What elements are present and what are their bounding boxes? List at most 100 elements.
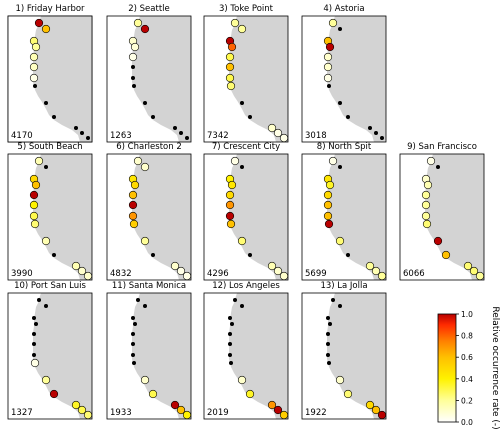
station-marker bbox=[176, 405, 186, 415]
station-marker-empty bbox=[132, 361, 136, 365]
station-marker-empty bbox=[338, 101, 342, 105]
panel-title: 4) Astoria bbox=[323, 4, 364, 14]
panel-frame bbox=[301, 292, 387, 420]
map-land bbox=[132, 16, 191, 142]
station-marker-empty bbox=[32, 353, 36, 357]
station-marker bbox=[463, 261, 473, 271]
colorbar-tick-label: 1.0 bbox=[461, 310, 473, 319]
station-marker bbox=[182, 271, 192, 281]
station-marker bbox=[423, 180, 433, 190]
station-marker-empty bbox=[74, 126, 78, 130]
station-marker bbox=[129, 219, 139, 229]
station-marker bbox=[170, 261, 180, 271]
station-marker-empty bbox=[44, 304, 48, 308]
panel-frame bbox=[203, 292, 289, 420]
station-marker bbox=[225, 73, 235, 83]
station-marker-empty bbox=[133, 322, 137, 326]
panel-title: 9) San Francisco bbox=[407, 142, 477, 152]
panel-title: 6) Charleston 2 bbox=[116, 142, 182, 152]
station-marker-empty bbox=[327, 84, 331, 88]
station-marker-empty bbox=[33, 84, 37, 88]
station-marker bbox=[377, 271, 387, 281]
station-marker-empty bbox=[37, 298, 41, 302]
station-marker bbox=[323, 52, 333, 62]
station-marker bbox=[29, 52, 39, 62]
panel-title: 11) Santa Monica bbox=[112, 281, 186, 291]
station-marker-empty bbox=[132, 84, 136, 88]
station-marker bbox=[226, 219, 236, 229]
station-marker bbox=[325, 42, 335, 52]
station-marker bbox=[227, 42, 237, 52]
station-marker bbox=[279, 271, 289, 281]
station-marker-empty bbox=[32, 342, 36, 346]
panel-title: 8) North Spit bbox=[317, 142, 372, 152]
station-marker-empty bbox=[131, 65, 135, 69]
map-panels: 123456789101112131) Friday Harbor41702) … bbox=[7, 4, 485, 420]
panel-title: 5) South Beach bbox=[17, 142, 82, 152]
station-marker bbox=[130, 180, 140, 190]
station-marker bbox=[29, 200, 39, 210]
station-marker bbox=[237, 236, 247, 246]
station-marker-empty bbox=[228, 332, 232, 336]
station-marker-empty bbox=[86, 136, 90, 140]
station-marker bbox=[475, 271, 485, 281]
station-marker bbox=[328, 156, 338, 166]
station-marker-empty bbox=[80, 131, 84, 135]
station-marker bbox=[83, 410, 93, 420]
station-panel: 9) San Francisco 6066 bbox=[399, 142, 485, 281]
station-marker bbox=[325, 180, 335, 190]
station-marker-empty bbox=[52, 253, 56, 257]
station-marker bbox=[324, 219, 334, 229]
station-marker-empty bbox=[131, 76, 135, 80]
station-marker-empty bbox=[326, 332, 330, 336]
event-count: 3018 bbox=[305, 131, 327, 141]
station-marker bbox=[245, 389, 255, 399]
colorbar-gradient bbox=[437, 313, 457, 423]
station-marker bbox=[34, 18, 44, 28]
station-marker bbox=[140, 24, 150, 34]
station-marker bbox=[421, 200, 431, 210]
panel-frame bbox=[7, 292, 93, 420]
event-count: 3990 bbox=[11, 269, 33, 279]
station-marker-empty bbox=[380, 136, 384, 140]
map-land bbox=[327, 16, 386, 142]
station-marker-empty bbox=[131, 316, 135, 320]
station-marker bbox=[323, 62, 333, 72]
panel-frame bbox=[399, 153, 485, 281]
station-marker-empty bbox=[228, 316, 232, 320]
station-marker-empty bbox=[436, 165, 440, 169]
station-marker-empty bbox=[32, 332, 36, 336]
station-marker bbox=[77, 405, 87, 415]
station-panel: 13) La Jolla 1922 bbox=[301, 281, 387, 420]
event-count: 1933 bbox=[110, 408, 132, 418]
station-marker bbox=[230, 18, 240, 28]
station-marker bbox=[31, 42, 41, 52]
station-marker bbox=[323, 190, 333, 200]
station-marker bbox=[273, 128, 283, 138]
station-marker bbox=[343, 389, 353, 399]
station-marker bbox=[29, 62, 39, 72]
colorbar-tick-label: 0.0 bbox=[461, 418, 473, 427]
station-marker-empty bbox=[248, 253, 252, 257]
station-panel: 5) South Beach 3990 bbox=[7, 142, 93, 281]
event-count: 4170 bbox=[11, 131, 33, 141]
station-marker bbox=[273, 405, 283, 415]
station-marker-empty bbox=[143, 101, 147, 105]
panel-frame bbox=[301, 15, 387, 143]
map-land bbox=[132, 293, 191, 419]
station-marker-empty bbox=[32, 316, 36, 320]
station-marker bbox=[49, 389, 59, 399]
station-marker bbox=[225, 52, 235, 62]
event-count: 2019 bbox=[207, 408, 229, 418]
station-marker bbox=[226, 81, 236, 91]
station-marker bbox=[128, 52, 138, 62]
panel-title: 7) Crescent City bbox=[212, 142, 280, 152]
station-marker bbox=[31, 180, 41, 190]
station-marker-empty bbox=[229, 361, 233, 365]
station-marker bbox=[421, 190, 431, 200]
station-marker bbox=[328, 18, 338, 28]
station-marker bbox=[323, 200, 333, 210]
station-marker bbox=[41, 236, 51, 246]
panel-title: 1) Friday Harbor bbox=[15, 4, 85, 14]
